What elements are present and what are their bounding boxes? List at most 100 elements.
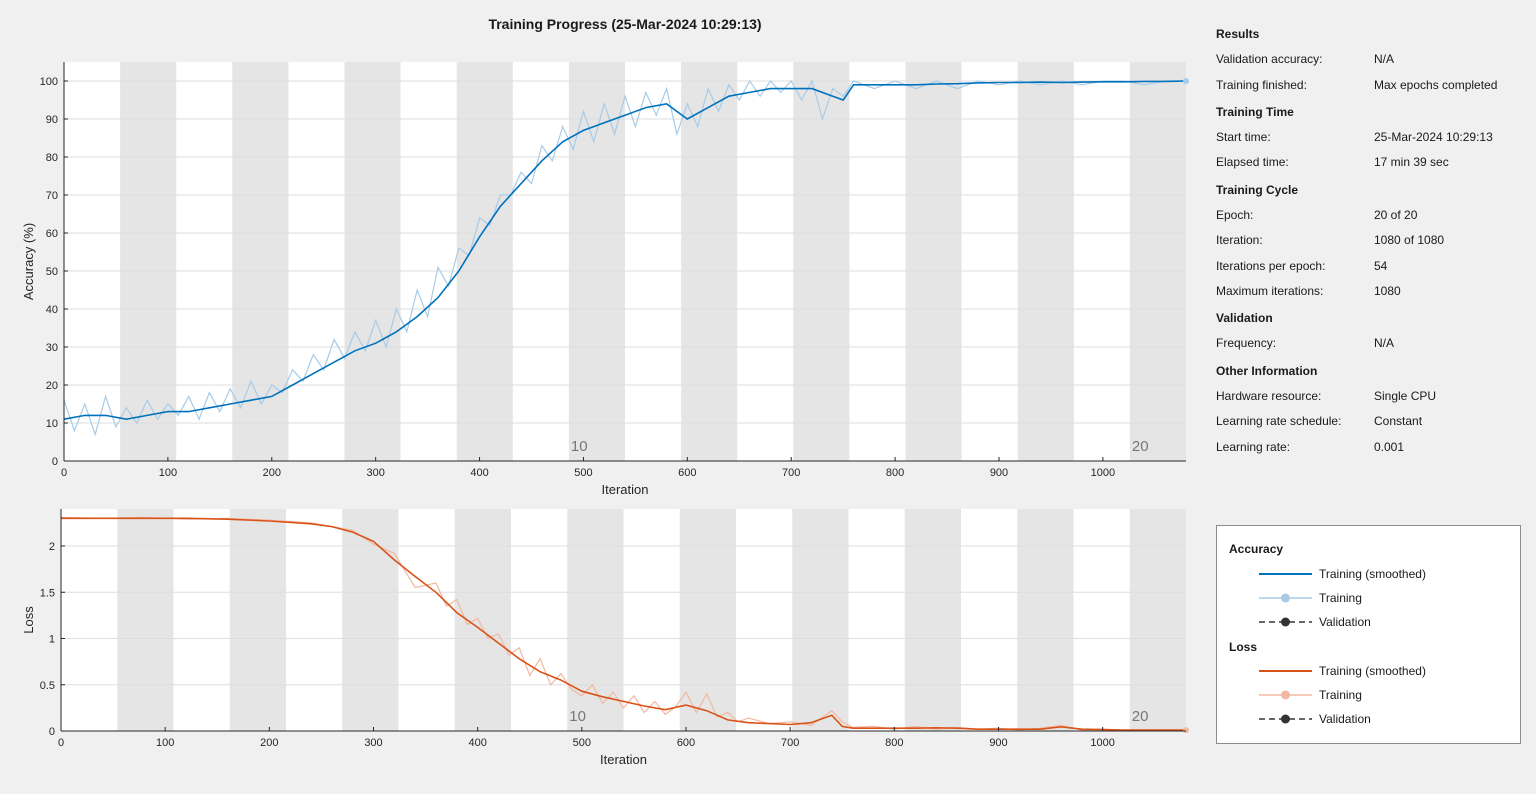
accuracy-y-tick-label: 20 bbox=[46, 380, 58, 392]
loss-x-tick-label: 800 bbox=[885, 737, 903, 749]
accuracy-y-tick-label: 10 bbox=[46, 418, 58, 430]
accuracy-epoch-band bbox=[681, 62, 738, 461]
accuracy-y-tick-label: 100 bbox=[40, 76, 58, 88]
loss-x-tick-label: 600 bbox=[677, 737, 695, 749]
line-marker-swatch-icon bbox=[1259, 593, 1312, 603]
accuracy-epoch-band bbox=[905, 62, 962, 461]
maximum-iterations-value: 1080 bbox=[1374, 284, 1401, 298]
validation-accuracy-value: N/A bbox=[1374, 52, 1395, 66]
loss-x-tick-label: 900 bbox=[989, 737, 1007, 749]
learning-rate-schedule-value: Constant bbox=[1374, 414, 1423, 428]
accuracy-x-tick-label: 300 bbox=[366, 467, 384, 479]
loss-last-point-marker bbox=[1183, 727, 1189, 734]
loss-x-tick-label: 700 bbox=[781, 737, 799, 749]
accuracy-epoch-band bbox=[1017, 62, 1074, 461]
loss-smoothed-line bbox=[61, 517, 1186, 731]
loss-epoch-band bbox=[1017, 509, 1074, 731]
results-heading: Results bbox=[1216, 27, 1260, 41]
legend-accuracy-training: Training bbox=[1257, 591, 1507, 605]
line-swatch-icon bbox=[1259, 670, 1312, 672]
accuracy-training-line bbox=[63, 79, 1186, 437]
learning-rate-schedule-label: Learning rate schedule: bbox=[1216, 414, 1342, 428]
accuracy-y-tick-label: 40 bbox=[46, 304, 58, 316]
elapsed-time-label: Elapsed time: bbox=[1216, 155, 1289, 169]
accuracy-smoothed-line bbox=[63, 80, 1187, 421]
other-information-heading: Other Information bbox=[1216, 364, 1318, 378]
loss-y-tick-label: 2 bbox=[49, 541, 55, 553]
legend-label: Training (smoothed) bbox=[1319, 567, 1426, 581]
legend-label: Training (smoothed) bbox=[1319, 664, 1426, 678]
loss-x-tick-label: 200 bbox=[260, 737, 278, 749]
training-time-heading: Training Time bbox=[1216, 105, 1294, 119]
elapsed-time-value: 17 min 39 sec bbox=[1374, 155, 1449, 169]
loss-y-tick-label: 1.5 bbox=[40, 587, 55, 599]
line-swatch-icon bbox=[1259, 573, 1312, 575]
validation-heading: Validation bbox=[1216, 311, 1273, 325]
loss-x-axis-title: Iteration bbox=[600, 752, 647, 767]
accuracy-x-tick-label: 200 bbox=[263, 467, 281, 479]
accuracy-x-tick-label: 0 bbox=[61, 467, 67, 479]
accuracy-y-tick-label: 70 bbox=[46, 190, 58, 202]
loss-epoch-band bbox=[229, 509, 286, 731]
accuracy-y-axis-title: Accuracy (%) bbox=[21, 223, 36, 300]
loss-epoch-band bbox=[117, 509, 174, 731]
start-time-value: 25-Mar-2024 10:29:13 bbox=[1374, 130, 1493, 144]
iteration-value: 1080 of 1080 bbox=[1374, 233, 1445, 247]
epoch-label: Epoch: bbox=[1216, 208, 1254, 222]
accuracy-y-tick-label: 80 bbox=[46, 152, 58, 164]
validation-accuracy-label: Validation accuracy: bbox=[1216, 52, 1323, 66]
accuracy-epoch-band bbox=[793, 62, 850, 461]
accuracy-y-tick-label: 60 bbox=[46, 228, 58, 240]
legend-loss-validation: Validation bbox=[1257, 712, 1507, 726]
learning-rate-value: 0.001 bbox=[1374, 440, 1405, 454]
accuracy-epoch-band bbox=[568, 62, 625, 461]
iteration-label: Iteration: bbox=[1216, 233, 1263, 247]
accuracy-x-tick-label: 800 bbox=[886, 467, 904, 479]
loss-epoch-band bbox=[792, 509, 849, 731]
accuracy-epoch-band bbox=[344, 62, 401, 461]
learning-rate-label: Learning rate: bbox=[1216, 440, 1291, 454]
legend-label: Validation bbox=[1319, 712, 1371, 726]
loss-y-tick-label: 0 bbox=[49, 726, 55, 738]
loss-y-tick-label: 1 bbox=[49, 634, 55, 646]
legend-accuracy-heading: Accuracy bbox=[1229, 542, 1284, 556]
hardware-resource-label: Hardware resource: bbox=[1216, 389, 1322, 403]
legend: Accuracy Training (smoothed) Training Va… bbox=[1216, 525, 1521, 744]
legend-label: Training bbox=[1319, 688, 1362, 702]
accuracy-epoch-label: 10 bbox=[571, 438, 588, 455]
frequency-value: N/A bbox=[1374, 336, 1395, 350]
loss-x-tick-label: 1000 bbox=[1090, 737, 1114, 749]
loss-y-tick-label: 0.5 bbox=[40, 680, 55, 692]
frequency-label: Frequency: bbox=[1216, 336, 1277, 350]
dashed-marker-swatch-icon bbox=[1259, 617, 1312, 627]
training-finished-label: Training finished: bbox=[1216, 78, 1307, 92]
start-time-label: Start time: bbox=[1216, 130, 1271, 144]
iterations-per-epoch-label: Iterations per epoch: bbox=[1216, 259, 1326, 273]
iterations-per-epoch-value: 54 bbox=[1374, 259, 1388, 273]
training-finished-value: Max epochs completed bbox=[1374, 78, 1498, 92]
legend-loss-training: Training bbox=[1257, 688, 1507, 702]
maximum-iterations-label: Maximum iterations: bbox=[1216, 284, 1324, 298]
accuracy-epoch-band bbox=[120, 62, 177, 461]
loss-epoch-band bbox=[567, 509, 624, 731]
loss-x-tick-label: 500 bbox=[573, 737, 591, 749]
loss-epoch-band bbox=[1129, 509, 1186, 731]
legend-label: Validation bbox=[1319, 615, 1371, 629]
accuracy-x-tick-label: 700 bbox=[782, 467, 800, 479]
accuracy-x-tick-label: 1000 bbox=[1091, 467, 1115, 479]
accuracy-x-tick-label: 500 bbox=[574, 467, 592, 479]
loss-epoch-label: 10 bbox=[569, 708, 586, 725]
accuracy-epoch-band bbox=[232, 62, 289, 461]
loss-x-tick-label: 300 bbox=[364, 737, 382, 749]
loss-epoch-band bbox=[454, 509, 511, 731]
accuracy-y-tick-label: 90 bbox=[46, 114, 58, 126]
accuracy-x-axis-title: Iteration bbox=[602, 482, 649, 497]
legend-accuracy-smoothed: Training (smoothed) bbox=[1257, 567, 1507, 581]
line-marker-swatch-icon bbox=[1259, 690, 1312, 700]
hardware-resource-value: Single CPU bbox=[1374, 389, 1437, 403]
legend-loss-heading: Loss bbox=[1229, 640, 1258, 654]
chart-title: Training Progress (25-Mar-2024 10:29:13) bbox=[488, 16, 762, 32]
accuracy-y-tick-label: 50 bbox=[46, 266, 58, 278]
